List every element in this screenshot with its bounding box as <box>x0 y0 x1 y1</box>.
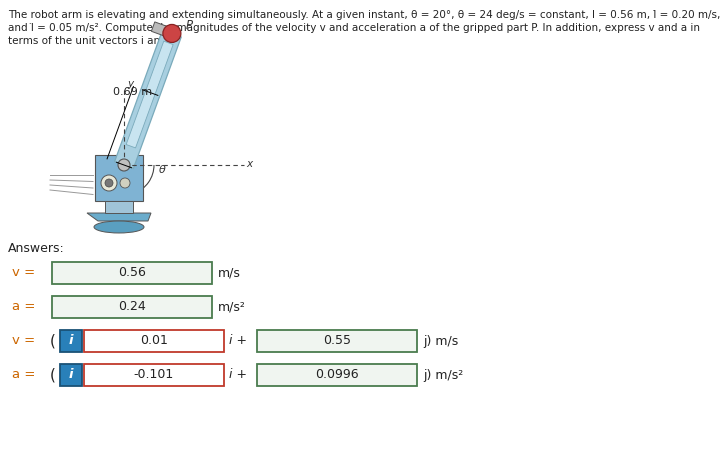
Text: i +: i + <box>229 369 247 381</box>
Polygon shape <box>87 213 151 221</box>
Text: 0.69 m: 0.69 m <box>113 87 152 97</box>
Text: v =: v = <box>12 334 35 348</box>
Text: (: ( <box>50 368 56 383</box>
Bar <box>52 262 212 284</box>
Text: -0.101: -0.101 <box>134 369 174 381</box>
Text: P: P <box>186 20 193 32</box>
Ellipse shape <box>94 221 144 233</box>
Bar <box>84 364 224 386</box>
Bar <box>257 364 417 386</box>
Text: 0.24: 0.24 <box>118 300 146 313</box>
Text: i: i <box>69 334 73 348</box>
Bar <box>84 330 224 352</box>
Text: j) m/s: j) m/s <box>423 334 458 348</box>
Text: m/s: m/s <box>218 267 241 279</box>
Text: 0.56: 0.56 <box>118 267 146 279</box>
Bar <box>60 330 82 352</box>
Bar <box>257 330 417 352</box>
Bar <box>115 30 181 168</box>
Text: v =: v = <box>12 267 35 279</box>
Text: θ: θ <box>159 165 166 175</box>
Bar <box>52 296 212 318</box>
Text: x: x <box>246 159 252 169</box>
Circle shape <box>105 179 113 187</box>
Bar <box>152 22 168 36</box>
Bar <box>60 364 82 386</box>
Circle shape <box>163 25 181 42</box>
Bar <box>95 155 143 201</box>
Text: a =: a = <box>12 300 36 313</box>
Text: and l̈ = 0.05 m/s². Compute the magnitudes of the velocity v and acceleration a : and l̈ = 0.05 m/s². Compute the magnitud… <box>8 23 700 33</box>
Text: The robot arm is elevating and extending simultaneously. At a given instant, θ =: The robot arm is elevating and extending… <box>8 10 721 20</box>
Text: a =: a = <box>12 369 36 381</box>
Circle shape <box>120 178 130 188</box>
Text: 0.0996: 0.0996 <box>315 369 359 381</box>
Circle shape <box>118 159 130 171</box>
Text: m/s²: m/s² <box>218 300 246 313</box>
Text: terms of the unit vectors i and j.: terms of the unit vectors i and j. <box>8 36 176 46</box>
Text: i +: i + <box>229 334 247 348</box>
Text: y: y <box>127 79 133 89</box>
Circle shape <box>101 175 117 191</box>
Text: j) m/s²: j) m/s² <box>423 369 463 381</box>
Text: i: i <box>69 369 73 381</box>
Text: Answers:: Answers: <box>8 242 65 255</box>
Text: 0.01: 0.01 <box>140 334 168 348</box>
Bar <box>105 201 133 213</box>
Bar <box>126 41 173 148</box>
Text: (: ( <box>50 334 56 349</box>
Text: 0.55: 0.55 <box>323 334 351 348</box>
